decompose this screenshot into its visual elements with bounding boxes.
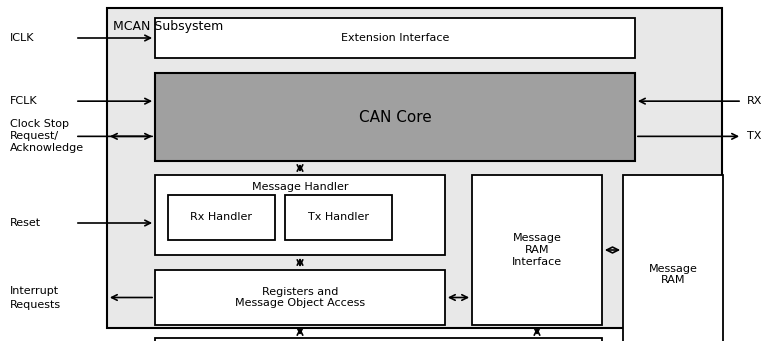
Text: Registers and
Message Object Access: Registers and Message Object Access bbox=[235, 287, 365, 308]
Bar bbox=[168, 195, 275, 240]
Bar bbox=[107, 8, 722, 328]
Bar bbox=[285, 195, 392, 240]
Bar bbox=[155, 175, 445, 255]
Text: Tx Handler: Tx Handler bbox=[308, 212, 369, 222]
Text: Rx Handler: Rx Handler bbox=[190, 212, 253, 222]
Text: ICLK: ICLK bbox=[10, 33, 34, 43]
Text: RX: RX bbox=[747, 96, 761, 106]
Text: TX: TX bbox=[747, 131, 761, 142]
Bar bbox=[623, 175, 723, 341]
Bar bbox=[155, 18, 635, 58]
Text: Interrupt: Interrupt bbox=[10, 285, 59, 296]
Bar bbox=[472, 175, 602, 325]
Text: Extension Interface: Extension Interface bbox=[341, 33, 449, 43]
Text: Message Handler: Message Handler bbox=[252, 182, 349, 192]
Text: Clock Stop: Clock Stop bbox=[10, 119, 69, 129]
Text: Reset: Reset bbox=[10, 218, 41, 228]
Text: Acknowledge: Acknowledge bbox=[10, 143, 84, 153]
Bar bbox=[155, 270, 445, 325]
Text: Request/: Request/ bbox=[10, 131, 59, 142]
Text: CAN Core: CAN Core bbox=[358, 109, 431, 124]
Text: Message
RAM: Message RAM bbox=[648, 264, 697, 285]
Bar bbox=[155, 338, 602, 341]
Text: MCAN Subsystem: MCAN Subsystem bbox=[113, 20, 223, 33]
Text: Message
RAM
Interface: Message RAM Interface bbox=[512, 233, 562, 267]
Text: Requests: Requests bbox=[10, 299, 61, 310]
Text: FCLK: FCLK bbox=[10, 96, 37, 106]
Bar bbox=[155, 73, 635, 161]
